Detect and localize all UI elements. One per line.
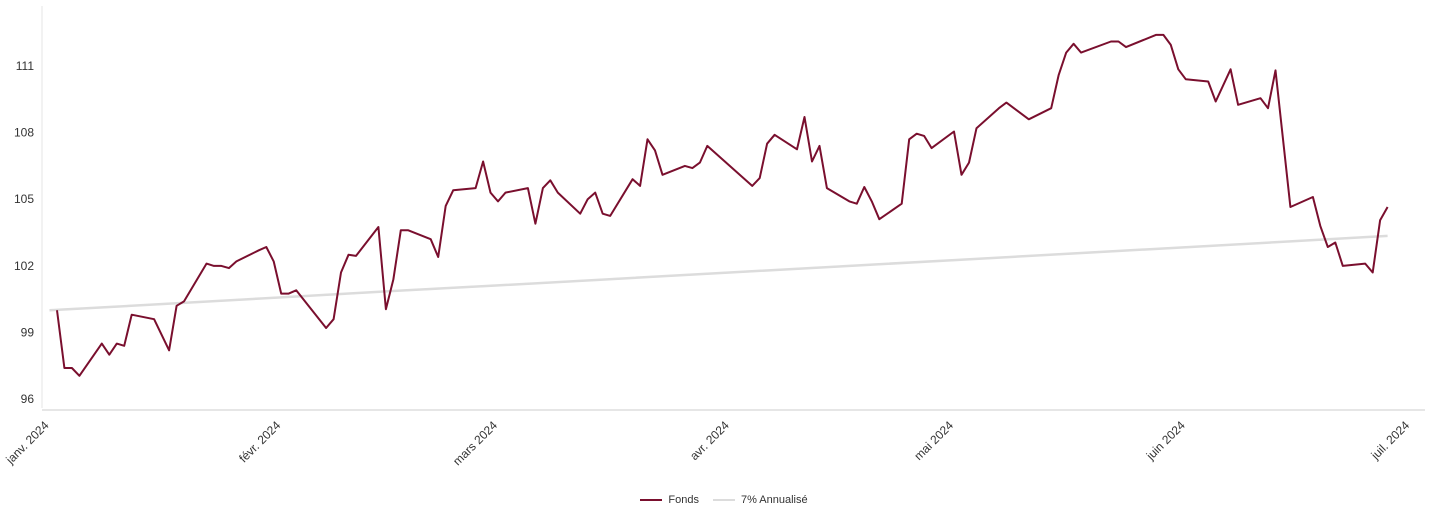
y-tick-label: 108 [14, 126, 34, 140]
legend: Fonds 7% Annualisé [0, 494, 1448, 506]
legend-item-fonds[interactable]: Fonds [640, 494, 699, 506]
series-layer [49, 33, 1389, 377]
y-tick-label: 102 [14, 259, 34, 273]
x-tick-label: juin 2024 [1143, 418, 1188, 463]
y-tick-label: 111 [16, 59, 35, 73]
y-tick-label: 96 [21, 392, 35, 406]
legend-item-7-annualise[interactable]: 7% Annualisé [712, 494, 808, 506]
x-tick-label: janv. 2024 [2, 418, 51, 467]
x-axis: janv. 2024 févr. 2024 mars 2024 avr. 2024 ma… [2, 409, 1425, 468]
x-tick-label: juil. 2024 [1368, 418, 1413, 463]
series-line-fonds [56, 33, 1389, 377]
x-tick-label: avr. 2024 [687, 418, 732, 463]
legend-swatch-fonds [640, 499, 663, 501]
y-tick-label: 105 [14, 192, 34, 206]
legend-label-7-annualise: 7% Annualisé [740, 494, 808, 506]
x-tick-label: févr. 2024 [236, 418, 283, 465]
x-tick-label: mars 2024 [450, 418, 500, 468]
y-tick-label: 99 [21, 325, 35, 339]
legend-swatch-7-annualise [712, 499, 735, 501]
series-line-7-annualise [49, 234, 1388, 312]
line-chart: 96 99 102 105 108 111 janv. 2024 févr. 2024 mar… [2, 6, 1425, 468]
y-axis: 96 99 102 105 108 111 [14, 6, 43, 408]
legend-label-fonds: Fonds [668, 494, 699, 506]
x-tick-label: mai 2024 [911, 418, 956, 463]
